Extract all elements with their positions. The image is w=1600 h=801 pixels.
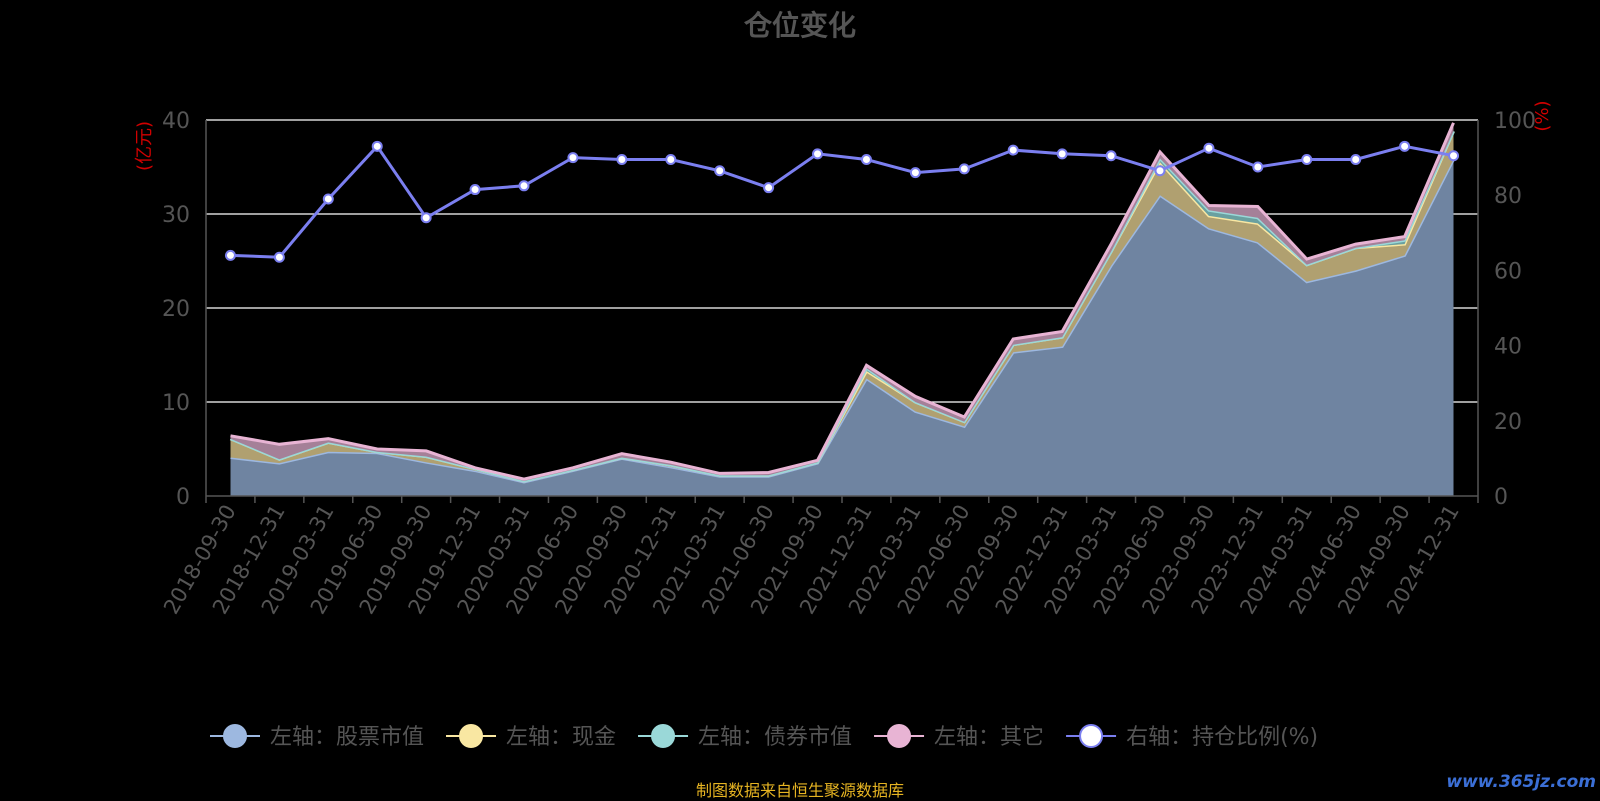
chart-title: 仓位变化 bbox=[743, 9, 856, 42]
right-axis-label: (%) bbox=[1532, 100, 1553, 131]
holding-ratio-point bbox=[224, 249, 236, 261]
legend-label: 右轴：持仓比例(%) bbox=[1126, 725, 1318, 750]
holding-ratio-point bbox=[616, 153, 628, 165]
area-line-4 bbox=[230, 122, 1455, 481]
holding-ratio-point bbox=[371, 140, 383, 152]
holding-ratio-point bbox=[518, 180, 530, 192]
right-axis-tick-label: 20 bbox=[1494, 410, 1522, 435]
legend-label: 左轴：债券市值 bbox=[698, 725, 852, 750]
holding-ratio-point bbox=[1007, 144, 1019, 156]
holding-ratio-point bbox=[322, 193, 334, 205]
holding-ratio-point bbox=[273, 251, 285, 263]
holding-ratio-point bbox=[1203, 142, 1215, 154]
right-axis-tick-label: 0 bbox=[1494, 485, 1508, 510]
legend-marker bbox=[1079, 724, 1104, 748]
left-axis-tick-label: 10 bbox=[162, 391, 190, 416]
holding-ratio-point bbox=[1056, 148, 1068, 160]
legend-label: 左轴：现金 bbox=[506, 725, 616, 750]
right-axis-tick-label: 60 bbox=[1494, 259, 1522, 284]
holding-ratio-point bbox=[958, 163, 970, 175]
left-axis-tick-label: 0 bbox=[176, 485, 190, 510]
holding-ratio-point bbox=[469, 184, 481, 196]
holding-ratio-point bbox=[860, 153, 872, 165]
holding-ratio-point bbox=[420, 212, 432, 224]
watermark: www.365jz.com bbox=[1446, 772, 1596, 792]
holding-ratio-point bbox=[1154, 165, 1166, 177]
left-axis-tick-label: 40 bbox=[162, 109, 190, 134]
data-source-note: 制图数据来自恒生聚源数据库 bbox=[695, 781, 904, 800]
legend-label: 左轴：其它 bbox=[934, 725, 1044, 750]
holding-ratio-point bbox=[1399, 140, 1411, 152]
right-axis-tick-label: 80 bbox=[1494, 184, 1522, 209]
legend-marker bbox=[459, 724, 484, 748]
holding-ratio-point bbox=[665, 153, 677, 165]
right-axis-tick-label: 40 bbox=[1494, 335, 1522, 360]
holding-ratio-point bbox=[909, 167, 921, 179]
holding-ratio-point bbox=[812, 148, 824, 160]
holding-ratio-point bbox=[714, 165, 726, 177]
holding-ratio-line bbox=[230, 143, 1454, 259]
holding-ratio-point bbox=[1252, 161, 1264, 173]
legend-label: 左轴：股票市值 bbox=[270, 725, 424, 750]
left-axis-label: (亿元) bbox=[134, 121, 155, 171]
holding-ratio-point bbox=[1350, 153, 1362, 165]
left-axis-tick-label: 20 bbox=[162, 297, 190, 322]
legend-marker bbox=[887, 724, 912, 748]
holding-ratio-point bbox=[567, 152, 579, 164]
holding-ratio-point bbox=[1105, 150, 1117, 162]
left-axis-tick-label: 30 bbox=[162, 203, 190, 228]
legend-marker bbox=[651, 724, 676, 748]
holding-ratio-point bbox=[1448, 150, 1460, 162]
legend-marker bbox=[223, 724, 247, 748]
holding-ratio-point bbox=[763, 182, 775, 194]
right-axis-tick-label: 100 bbox=[1494, 109, 1536, 134]
area-1 bbox=[230, 159, 1454, 496]
holding-ratio-point bbox=[1301, 153, 1313, 165]
